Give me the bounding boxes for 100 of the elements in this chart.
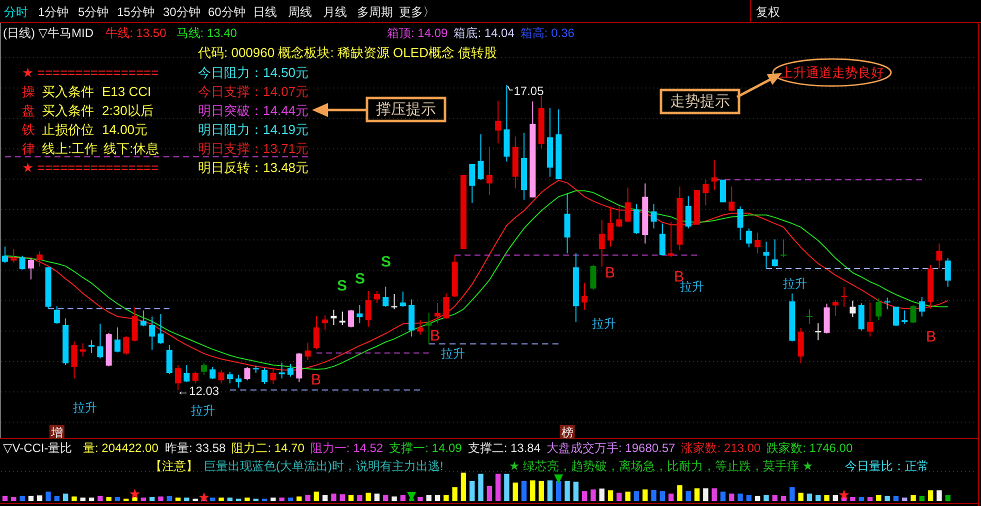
annotation: 买入条件 [42, 84, 94, 99]
candlestick [650, 204, 657, 229]
candlestick [123, 335, 130, 356]
annotation: 律 [22, 141, 35, 156]
bar [858, 497, 864, 501]
candlestick [36, 250, 43, 268]
annotation: ★ ================ [22, 160, 159, 175]
annotation: 拉升 [783, 276, 807, 290]
bar [625, 492, 630, 501]
annotation: 14.00元 [102, 122, 148, 137]
bar [547, 480, 553, 501]
bar [816, 495, 821, 501]
bar [867, 497, 873, 501]
bar [876, 495, 882, 501]
annotation: 线下:休息 [104, 141, 160, 156]
candlestick [287, 363, 294, 378]
bar [227, 498, 233, 501]
candlestick [832, 300, 838, 316]
x-tick-label: 榜 [561, 426, 574, 440]
annotation: B [430, 327, 440, 344]
bar [884, 496, 890, 501]
point [838, 490, 850, 500]
candlestick [218, 369, 224, 384]
text: 支撑一: 14.09 [389, 441, 462, 455]
bar [919, 496, 925, 501]
chart-title: ▽V-CCI-量比 [3, 441, 72, 455]
bar [893, 496, 899, 501]
candlestick [166, 344, 172, 375]
candlestick [495, 100, 502, 144]
candlestick [598, 219, 605, 268]
text: 日线 [253, 5, 277, 19]
candlestick [815, 322, 822, 341]
bar [114, 497, 120, 501]
text: 牛线: 13.50 [106, 26, 167, 40]
candlestick [867, 302, 874, 338]
annotation: B [310, 371, 322, 388]
candlestick [850, 300, 856, 318]
bar [512, 482, 518, 501]
candlestick [339, 311, 346, 326]
bar [348, 495, 354, 501]
text: 阻力二: 14.70 [232, 441, 305, 455]
bar [780, 496, 786, 501]
annotation: 拉升 [680, 279, 704, 294]
text: 上升通道走势良好 [780, 65, 884, 80]
candlestick [262, 368, 268, 384]
candlestick [711, 159, 718, 191]
bar [46, 492, 51, 501]
bar [590, 489, 596, 501]
candlestick [720, 179, 726, 203]
candlestick [19, 255, 26, 270]
annotation: ★ 绿芯亮，趋势破，离场急，比耐力，等止跌，莫手痒 ★ [509, 459, 814, 473]
candlestick [902, 310, 908, 324]
candlestick [746, 228, 752, 248]
bar [729, 494, 734, 501]
bar [754, 496, 760, 501]
candlestick [486, 146, 492, 196]
bar [106, 497, 112, 501]
bar [677, 485, 682, 501]
bar [564, 480, 570, 501]
bar [634, 491, 640, 501]
annotation: 止损价位 [42, 122, 94, 137]
bar [738, 494, 743, 501]
bar [366, 492, 371, 501]
annotation: 盘 [22, 103, 35, 118]
candlestick [149, 316, 156, 350]
bar [392, 496, 397, 501]
candlestick [426, 312, 432, 344]
candlestick [737, 206, 744, 240]
annotation: 明日阻力：14.19元 [198, 122, 309, 137]
text: ★ ================ [22, 65, 159, 80]
bar [798, 492, 804, 501]
candlestick [685, 196, 692, 229]
candlestick [71, 340, 78, 379]
text: 代码: 000960 概念板块: 稀缺资源 OLED概念 债转股 [197, 45, 498, 60]
candlestick [88, 340, 95, 354]
annotation: 线上:工作 [42, 141, 98, 156]
bar [694, 488, 700, 501]
bar [910, 495, 916, 501]
bar [703, 488, 708, 501]
text: 箱底: 14.04 [454, 26, 515, 40]
annotation: 明日突破：14.44元 [198, 103, 309, 118]
bar [764, 495, 769, 501]
candlestick [210, 366, 216, 380]
bar [166, 496, 172, 501]
annotation: 走势提示 [670, 93, 730, 110]
annotation: 巨量出现蓝色(大单流出)时，说明有主力出逃! [204, 459, 444, 473]
bar [20, 496, 25, 501]
bar [37, 495, 42, 501]
text: 今日阻力：14.50元 [198, 65, 309, 80]
bar [426, 495, 432, 501]
bar [244, 498, 250, 501]
bar [158, 496, 164, 501]
text: 周线 [288, 5, 312, 19]
bar [495, 474, 501, 501]
candlestick [28, 258, 34, 280]
candlestick [10, 248, 17, 263]
bar [218, 498, 224, 501]
bar [642, 489, 648, 501]
text: 5分钟 [78, 5, 109, 19]
candlestick [114, 326, 120, 353]
